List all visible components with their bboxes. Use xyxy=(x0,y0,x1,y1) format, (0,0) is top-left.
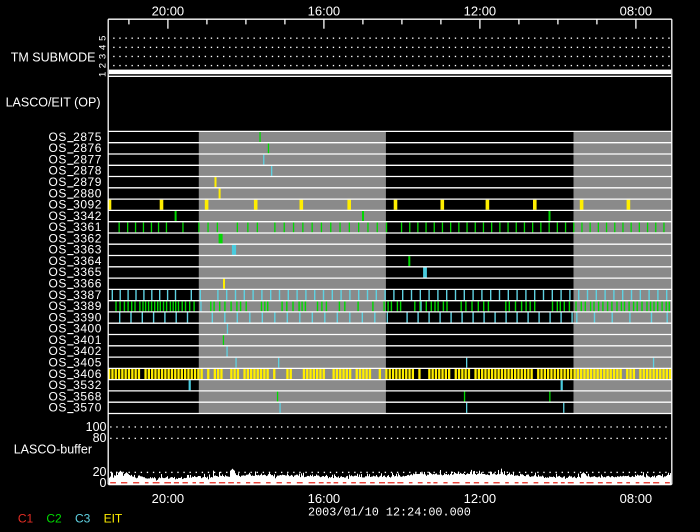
svg-text:100: 100 xyxy=(86,420,107,434)
svg-text:2878: 2878 xyxy=(73,164,102,178)
svg-text:08:00: 08:00 xyxy=(620,491,653,506)
svg-text:20:00: 20:00 xyxy=(152,3,185,18)
svg-text:1: 1 xyxy=(98,72,109,77)
svg-text:OS: OS xyxy=(49,231,67,245)
svg-text:3366: 3366 xyxy=(73,277,102,291)
svg-text:TM SUBMODE: TM SUBMODE xyxy=(11,51,96,65)
svg-text:3532: 3532 xyxy=(73,378,102,392)
svg-text:OS: OS xyxy=(49,277,67,291)
svg-text:3570: 3570 xyxy=(73,401,102,415)
svg-text:16:00: 16:00 xyxy=(308,3,341,18)
svg-text:OS: OS xyxy=(49,401,67,415)
svg-text:3387: 3387 xyxy=(73,288,102,302)
svg-text:EIT: EIT xyxy=(104,511,123,525)
svg-text:OS: OS xyxy=(49,141,67,155)
svg-text:3389: 3389 xyxy=(73,299,102,313)
svg-text:2877: 2877 xyxy=(73,152,102,166)
svg-text:2879: 2879 xyxy=(73,175,102,189)
svg-text:2875: 2875 xyxy=(73,130,102,144)
svg-text:OS: OS xyxy=(49,152,67,166)
svg-text:3400: 3400 xyxy=(73,322,102,336)
svg-text:3362: 3362 xyxy=(73,231,102,245)
svg-text:3365: 3365 xyxy=(73,265,102,279)
svg-text:12:00: 12:00 xyxy=(464,3,497,18)
svg-text:3092: 3092 xyxy=(73,198,102,212)
svg-text:OS: OS xyxy=(49,220,67,234)
svg-text:80: 80 xyxy=(93,431,107,445)
svg-text:20: 20 xyxy=(93,465,107,479)
svg-text:3361: 3361 xyxy=(73,220,102,234)
svg-text:3: 3 xyxy=(98,54,109,59)
svg-text:16:00: 16:00 xyxy=(308,491,341,506)
svg-text:OS: OS xyxy=(49,265,67,279)
svg-text:OS: OS xyxy=(49,378,67,392)
svg-text:OS: OS xyxy=(49,356,67,370)
svg-text:C2: C2 xyxy=(46,511,62,525)
svg-text:OS: OS xyxy=(49,164,67,178)
svg-text:3406: 3406 xyxy=(73,367,102,381)
svg-text:4: 4 xyxy=(98,45,109,50)
svg-text:OS: OS xyxy=(49,344,67,358)
svg-text:C3: C3 xyxy=(75,511,91,525)
svg-text:OS: OS xyxy=(49,254,67,268)
svg-text:2: 2 xyxy=(98,63,109,68)
svg-text:2876: 2876 xyxy=(73,141,102,155)
svg-text:OS: OS xyxy=(49,322,67,336)
svg-text:3363: 3363 xyxy=(73,243,102,257)
svg-text:OS: OS xyxy=(49,186,67,200)
svg-text:OS: OS xyxy=(49,299,67,313)
svg-text:OS: OS xyxy=(49,209,67,223)
svg-text:OS: OS xyxy=(49,288,67,302)
svg-text:OS: OS xyxy=(49,333,67,347)
svg-text:3342: 3342 xyxy=(73,209,102,223)
svg-text:3405: 3405 xyxy=(73,356,102,370)
svg-text:OS: OS xyxy=(49,310,67,324)
svg-text:0: 0 xyxy=(100,476,107,490)
svg-text:2880: 2880 xyxy=(73,186,102,200)
svg-text:2003/01/10 12:24:00.000: 2003/01/10 12:24:00.000 xyxy=(308,505,471,519)
svg-text:LASCO/EIT (OP): LASCO/EIT (OP) xyxy=(6,96,101,110)
svg-text:OS: OS xyxy=(49,198,67,212)
svg-text:12:00: 12:00 xyxy=(464,491,497,506)
svg-text:20:00: 20:00 xyxy=(152,491,185,506)
svg-text:OS: OS xyxy=(49,175,67,189)
svg-text:OS: OS xyxy=(49,367,67,381)
svg-text:3402: 3402 xyxy=(73,344,102,358)
svg-text:OS: OS xyxy=(49,130,67,144)
svg-text:OS: OS xyxy=(49,243,67,257)
svg-text:3568: 3568 xyxy=(73,389,102,403)
svg-text:LASCO-buffer: LASCO-buffer xyxy=(14,442,92,456)
svg-text:5: 5 xyxy=(98,36,109,41)
svg-text:3401: 3401 xyxy=(73,333,102,347)
svg-text:C1: C1 xyxy=(18,511,34,525)
svg-text:3390: 3390 xyxy=(73,310,102,324)
svg-text:3364: 3364 xyxy=(73,254,102,268)
svg-text:08:00: 08:00 xyxy=(620,3,653,18)
svg-text:OS: OS xyxy=(49,389,67,403)
